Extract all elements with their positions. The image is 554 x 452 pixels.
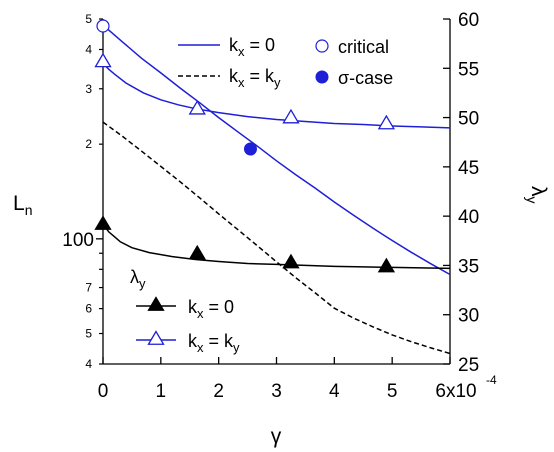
- label-part: y: [233, 340, 240, 355]
- x-tick-label: 0: [98, 381, 109, 402]
- data-point-triangle: [377, 114, 396, 130]
- y-left-axis-label: Ln: [13, 192, 32, 218]
- y-right-tick-label: 40: [458, 207, 479, 228]
- label-part: k: [188, 331, 198, 351]
- data-point-triangle: [94, 52, 112, 68]
- y-left-minor-label: 4: [85, 42, 92, 56]
- legend-swatch: [315, 39, 329, 53]
- legend-swatch-triangle: [147, 330, 165, 345]
- y-right-tick-label: 25: [458, 355, 479, 376]
- y-right-axis-label: λy: [524, 186, 550, 204]
- legend-swatch: [315, 70, 329, 84]
- label-part: L: [13, 192, 25, 215]
- label-part: λ: [130, 267, 139, 287]
- label-part: n: [25, 202, 33, 218]
- label-part: x: [197, 340, 204, 355]
- data-point-circle: [243, 142, 257, 156]
- y-right-tick-label: 35: [458, 256, 479, 277]
- y-left-minor-label: 2: [85, 137, 92, 151]
- label-part: x: [197, 306, 204, 321]
- data-point-triangle: [377, 257, 396, 273]
- y-right-tick-label: 30: [458, 306, 479, 327]
- label-part: y: [274, 75, 281, 90]
- label-part: λ: [527, 186, 550, 197]
- label-part: y: [139, 276, 146, 291]
- data-point-triangle: [282, 253, 300, 269]
- y-right-tick-label: 50: [458, 109, 479, 130]
- series-line: [102, 24, 451, 276]
- data-point-triangle: [282, 108, 300, 124]
- x-tick-label: 5: [387, 381, 398, 402]
- label-part: k: [229, 66, 239, 86]
- label-part: k: [188, 297, 198, 317]
- label-part: = k: [245, 66, 276, 86]
- x-tick-label: 6x10: [435, 381, 476, 402]
- x-tick-label: 1: [156, 381, 167, 402]
- legend-label: kx = 0: [188, 297, 234, 321]
- legend-label: σ-case: [338, 68, 393, 88]
- y-left-minor-label: 5: [85, 12, 92, 26]
- label-part: = 0: [204, 297, 235, 317]
- x-axis-label: γ: [271, 425, 282, 448]
- y-left-minor-label: 6: [85, 302, 92, 316]
- markers: [94, 19, 396, 273]
- y-right-tick-label: 45: [458, 158, 479, 179]
- y-left-minor-label: 7: [85, 281, 92, 295]
- x-exponent-label: -4: [486, 373, 497, 387]
- label-part: x: [238, 75, 245, 90]
- legend-label: kx = ky: [188, 331, 240, 355]
- legend-label: kx = ky: [229, 66, 281, 90]
- data-point-triangle: [188, 244, 206, 260]
- legend-label: critical: [338, 37, 389, 57]
- data-point-triangle: [188, 99, 206, 115]
- data-point-triangle: [94, 215, 112, 230]
- legend-label: kx = 0: [229, 35, 275, 59]
- x-tick-label: 4: [329, 381, 340, 402]
- y-left-tick-label: 100: [62, 230, 94, 251]
- label-part: x: [238, 44, 245, 59]
- data-point-circle: [96, 19, 110, 33]
- curves: [102, 24, 451, 355]
- label-part: y: [524, 197, 540, 204]
- series-line: [102, 223, 451, 270]
- y-left-minor-label: 5: [85, 327, 92, 341]
- x-tick-label: 3: [271, 381, 282, 402]
- series-line: [102, 62, 451, 129]
- y-right-tick-label: 60: [458, 10, 479, 31]
- y-right-tick-label: 55: [458, 59, 479, 80]
- y-left-minor-label: 4: [85, 357, 92, 371]
- y-left-minor-label: 3: [85, 82, 92, 96]
- label-part: = 0: [245, 35, 276, 55]
- legend-swatch-triangle: [147, 296, 165, 311]
- x-tick-label: 2: [213, 381, 224, 402]
- label-part: k: [229, 35, 239, 55]
- label-part: = k: [204, 331, 235, 351]
- legend-title: λy: [130, 267, 146, 291]
- series-line: [102, 121, 451, 355]
